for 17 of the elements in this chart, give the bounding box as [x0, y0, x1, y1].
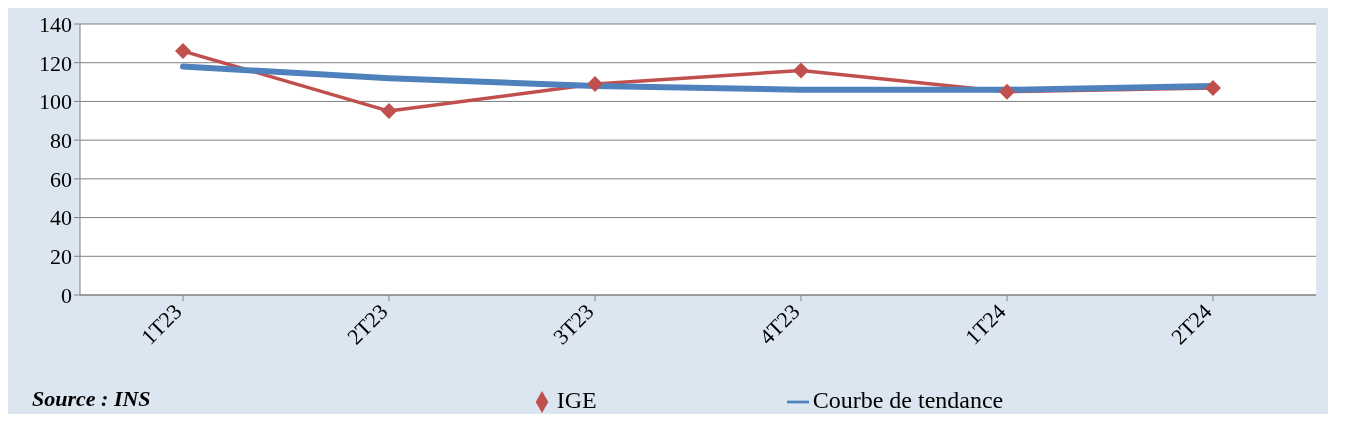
point [793, 62, 809, 79]
y-tick-label: 100 [39, 89, 72, 115]
y-tick-label: 140 [39, 11, 72, 37]
source-note: Source : INS [32, 386, 151, 412]
y-tick-label: 0 [61, 282, 72, 308]
point [175, 43, 191, 60]
point [587, 76, 603, 93]
y-tick-label: 40 [50, 205, 72, 231]
point [999, 83, 1015, 100]
y-tick-label: 20 [50, 244, 72, 270]
point [381, 103, 397, 120]
y-tick-label: 60 [50, 166, 72, 192]
legend-label: IGE [556, 387, 597, 413]
point [1205, 79, 1221, 96]
y-tick-label: 80 [50, 127, 72, 153]
y-tick-label: 120 [39, 50, 72, 76]
legend-label: Courbe de tendance [812, 387, 1004, 413]
